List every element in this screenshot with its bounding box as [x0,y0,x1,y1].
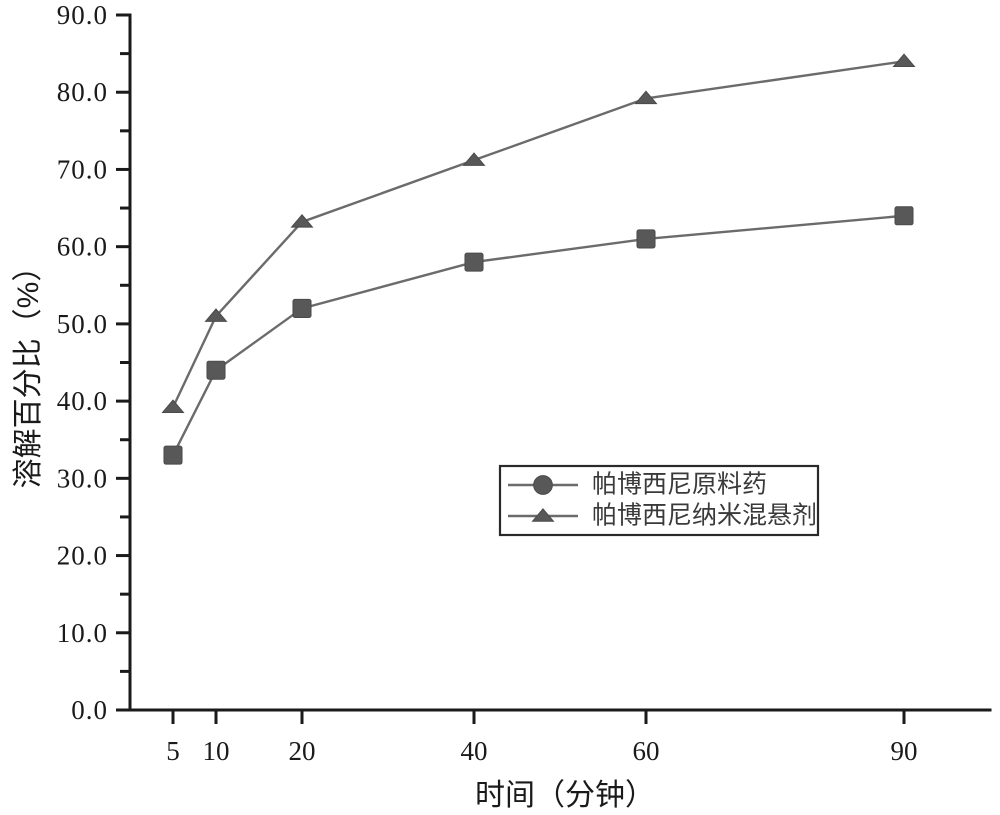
y-tick-label: 40.0 [57,386,108,416]
legend-label: 帕博西尼原料药 [592,471,767,499]
series-line [173,216,904,455]
chart-canvas: 0.010.020.030.040.050.060.070.080.090.0 … [0,0,1000,815]
chart-legend: 帕博西尼原料药帕博西尼纳米混悬剂 [500,466,818,535]
data-point-marker [293,299,311,317]
y-axis-ticks: 0.0 10.0 20.0 30.0 40.0 50.0 60.0 70.0 80.0 90.0 [57,0,130,725]
legend-sample-marker [534,476,553,495]
x-tick-label: 90 [891,736,918,766]
data-point-marker [637,230,655,248]
dissolution-chart: 0.010.020.030.040.050.060.070.080.090.0 … [0,0,1000,815]
data-point-marker [163,400,184,412]
legend-label: 帕博西尼纳米混悬剂 [592,502,817,530]
data-point-marker [895,207,913,225]
y-tick-label: 50.0 [57,309,108,339]
x-tick-label: 60 [633,736,660,766]
series-2 [163,54,915,412]
data-point-marker [164,446,182,464]
axes [130,15,990,710]
x-axis-ticks: 5 10 20 40 60 90 [166,710,917,766]
y-tick-label: 0.0 [71,695,108,725]
x-axis-title: 时间（分钟） [475,779,655,812]
y-axis-title: 溶解百分比（%） [12,252,45,489]
data-point-marker [207,361,225,379]
x-tick-label: 40 [461,736,488,766]
y-tick-label: 20.0 [57,541,108,571]
y-tick-label: 10.0 [57,618,108,648]
y-tick-label: 80.0 [57,77,108,107]
y-tick-label: 30.0 [57,463,108,493]
x-tick-label: 20 [289,736,316,766]
data-point-marker [465,253,483,271]
y-tick-label: 60.0 [57,232,108,262]
data-series [163,54,915,464]
data-point-marker [206,309,227,321]
data-point-marker [464,153,485,165]
series-line [173,61,904,407]
series-1 [164,207,913,464]
y-tick-label: 90.0 [57,0,108,30]
x-tick-label: 10 [203,736,230,766]
y-tick-label: 70.0 [57,154,108,184]
data-point-marker [292,215,313,227]
data-point-marker [894,54,915,66]
x-tick-label: 5 [166,736,180,766]
